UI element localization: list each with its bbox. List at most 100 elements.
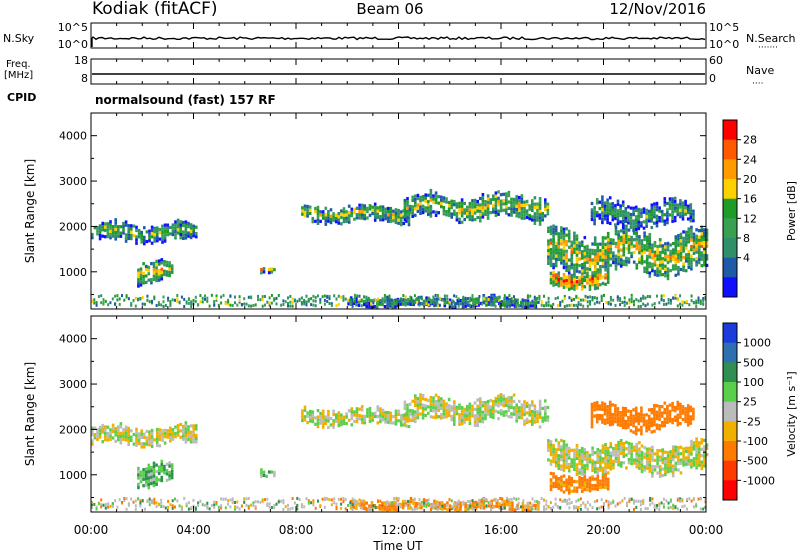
- velocity-cell: [252, 504, 255, 507]
- velocity-cell: [91, 426, 94, 430]
- velocity-cell: [137, 497, 140, 501]
- velocity-cell: [642, 500, 645, 504]
- velocity-cell: [695, 456, 698, 460]
- velocity-cell: [492, 505, 495, 509]
- velocity-cell: [170, 476, 174, 480]
- velocity-cell: [516, 506, 519, 511]
- power-cell: [419, 202, 422, 206]
- power-cell: [402, 221, 406, 226]
- velocity-cell: [703, 464, 706, 468]
- velocity-cell: [671, 470, 675, 475]
- velocity-cell: [630, 497, 633, 501]
- power-cell: [578, 263, 581, 268]
- velocity-cell: [690, 449, 693, 453]
- power-cell: [420, 301, 423, 305]
- power-cell: [414, 204, 417, 208]
- velocity-cell: [526, 508, 530, 512]
- power-cell: [440, 205, 443, 209]
- velocity-cell: [645, 457, 649, 461]
- velocity-cell: [608, 400, 612, 404]
- power-cell: [381, 297, 384, 301]
- velocity-cell: [383, 506, 386, 509]
- power-cell: [383, 298, 387, 302]
- velocity-cell: [640, 460, 644, 464]
- velocity-cell: [705, 453, 709, 457]
- power-cell: [679, 208, 682, 212]
- velocity-cell: [476, 423, 479, 428]
- power-cell: [650, 213, 654, 217]
- velocity-cell: [651, 464, 654, 469]
- velocity-cell: [624, 413, 628, 417]
- velocity-cell: [586, 485, 589, 489]
- velocity-cell: [152, 477, 156, 481]
- power-cell: [533, 205, 537, 209]
- velocity-cell: [554, 484, 558, 489]
- velocity-cell: [525, 420, 529, 425]
- power-cell: [161, 224, 164, 228]
- power-cell: [562, 237, 566, 241]
- power-cell: [697, 241, 701, 246]
- velocity-cell: [116, 505, 119, 509]
- velocity-cell: [656, 504, 658, 507]
- power-cell: [599, 273, 602, 277]
- power-cell: [257, 294, 259, 298]
- velocity-cell: [135, 440, 138, 444]
- velocity-cell: [669, 469, 672, 473]
- velocity-cell: [515, 413, 518, 417]
- power-cell: [674, 267, 678, 271]
- power-cell: [575, 283, 579, 287]
- velocity-cell: [469, 499, 472, 503]
- velocity-cell: [633, 499, 635, 503]
- power-cell: [590, 208, 594, 212]
- power-cell: [575, 244, 579, 248]
- power-cell: [674, 235, 678, 239]
- velocity-cell: [606, 480, 610, 485]
- power-cell: [107, 303, 110, 307]
- power-band: [137, 258, 174, 288]
- velocity-cell: [560, 481, 563, 486]
- power-cell: [379, 208, 382, 212]
- power-cell: [593, 302, 596, 306]
- velocity-cell: [663, 401, 667, 405]
- velocity-cell: [473, 507, 476, 511]
- velocity-cell: [453, 507, 456, 510]
- power-cell: [337, 212, 341, 216]
- power-cell: [638, 241, 641, 245]
- velocity-cell: [397, 412, 400, 416]
- power-cell: [611, 202, 615, 206]
- velocity-cell: [669, 456, 672, 460]
- power-cell: [479, 212, 482, 217]
- power-cell: [282, 303, 285, 306]
- power-cell: [179, 229, 182, 233]
- velocity-cell: [158, 437, 162, 441]
- power-cell: [350, 214, 354, 218]
- power-cell: [632, 225, 635, 229]
- velocity-cell: [463, 414, 466, 418]
- power-cell: [658, 241, 662, 245]
- velocity-cell: [697, 444, 701, 448]
- velocity-cell: [565, 484, 568, 489]
- velocity-cell: [298, 498, 301, 501]
- power-cell: [311, 216, 315, 221]
- velocity-cell: [608, 413, 612, 417]
- power-cell: [679, 199, 682, 203]
- velocity-cell: [357, 502, 361, 506]
- power-cell: [528, 213, 531, 218]
- power-cell: [671, 197, 674, 201]
- velocity-cell: [699, 507, 702, 511]
- velocity-cell: [524, 504, 527, 508]
- power-cell: [648, 249, 652, 253]
- power-cell: [471, 215, 474, 219]
- velocity-cell: [197, 501, 200, 505]
- velocity-cell: [430, 506, 434, 510]
- velocity-cell: [669, 498, 672, 502]
- velocity-cell: [684, 413, 687, 417]
- power-cell: [593, 265, 597, 269]
- velocity-cell: [93, 426, 97, 430]
- velocity-cell: [150, 432, 154, 436]
- power-cell: [591, 242, 594, 246]
- power-cell: [601, 239, 605, 243]
- velocity-cell: [260, 471, 263, 475]
- power-cell: [511, 303, 514, 307]
- power-cell: [512, 197, 516, 201]
